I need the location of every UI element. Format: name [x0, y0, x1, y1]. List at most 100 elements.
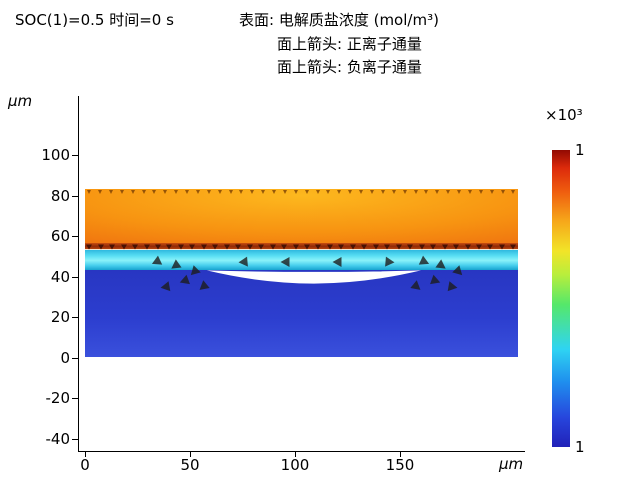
flux-arrow-icon [166, 244, 173, 250]
flux-arrow-icon [315, 244, 322, 250]
flux-arrow-icon [348, 189, 353, 194]
flux-arrow-icon [212, 244, 219, 250]
flux-arrow-icon [237, 256, 248, 268]
flux-arrow-icon [467, 189, 472, 194]
flux-arrow-icon [349, 244, 356, 250]
flux-arrow-icon [141, 189, 146, 194]
flux-arrow-icon [407, 244, 414, 250]
flux-arrow-icon [500, 189, 505, 194]
flux-arrow-icon [370, 189, 374, 194]
flux-arrow-icon [228, 189, 233, 194]
flux-arrow-icon [315, 189, 320, 194]
flux-arrow-icon [478, 189, 483, 194]
colorbar-gradient [552, 150, 570, 447]
flux-arrow-icon [430, 244, 437, 250]
flux-arrow-icon [429, 274, 442, 287]
flux-arrow-icon [402, 189, 407, 194]
flux-arrow-icon [185, 189, 190, 194]
flux-arrow-icon [280, 257, 289, 268]
flux-arrow-icon [261, 189, 266, 194]
flux-arrow-icon [86, 244, 93, 250]
flux-arrow-icon [487, 244, 494, 250]
flux-arrow-icon [174, 189, 179, 194]
flux-arrow-icon [281, 244, 288, 250]
y-tick-label: -20 [45, 389, 71, 407]
flux-arrow-icon [359, 189, 364, 194]
region-separator [85, 250, 518, 271]
flux-arrow-icon [380, 189, 385, 194]
void-lens-shape [206, 270, 421, 284]
y-tick-label: -40 [45, 429, 71, 448]
flux-arrow-icon [177, 244, 184, 250]
flux-arrow-icon [98, 189, 103, 194]
flux-arrow-icon [418, 255, 432, 269]
flux-arrow-icon [464, 244, 471, 250]
flux-arrow-icon [338, 244, 345, 250]
flux-arrow-icon [250, 189, 255, 194]
flux-arrow-icon [189, 244, 196, 250]
flux-arrow-icon [435, 259, 449, 274]
flux-arrow-icon [476, 244, 482, 250]
colorbar-exponent-label: ×10³ [545, 106, 583, 124]
x-tick-label: 0 [80, 456, 90, 474]
flux-arrow-icon [410, 279, 424, 294]
flux-arrow-icon [150, 255, 163, 269]
flux-arrow-icon [326, 244, 333, 250]
flux-arrow-icon [457, 189, 461, 194]
x-axis-unit-label: μm [499, 455, 524, 473]
flux-arrow-icon [200, 244, 207, 250]
region-positive-electrode [85, 189, 518, 244]
y-tick-label: 40 [50, 267, 70, 286]
flux-arrow-icon [109, 244, 116, 250]
flux-arrow-icon [326, 189, 331, 194]
flux-arrow-icon [337, 189, 342, 194]
flux-arrow-icon [391, 189, 396, 194]
flux-arrow-icon [159, 280, 171, 293]
flux-arrow-icon [395, 244, 402, 250]
region-gap-line [85, 248, 518, 251]
flux-arrow-icon [413, 189, 418, 194]
flux-arrow-icon [489, 189, 494, 194]
flux-arrow-icon [272, 189, 277, 194]
flux-arrow-icon [195, 279, 210, 294]
flux-arrow-icon [304, 244, 311, 250]
flux-arrow-icon [130, 189, 135, 194]
y-axis-line [78, 96, 79, 452]
region-negative-electrode [85, 270, 518, 358]
colorbar-max-label: 1 [575, 141, 585, 159]
flux-arrow-icon [510, 244, 517, 250]
y-tick-label: 0 [60, 348, 70, 367]
flux-arrow-icon [87, 189, 92, 194]
flux-arrow-icon [292, 244, 299, 250]
flux-arrow-icon [446, 189, 451, 194]
flux-arrow-icon [511, 189, 516, 194]
flux-arrow-icon [187, 265, 201, 280]
flux-arrow-icon [332, 257, 342, 268]
flux-arrow-icon [441, 244, 448, 250]
y-tick-label: 100 [41, 146, 70, 164]
flux-arrow-icon [120, 244, 127, 250]
x-tick-label: 100 [280, 456, 310, 474]
flux-arrow-icon [143, 244, 150, 250]
flux-arrow-icon [217, 189, 222, 194]
flux-arrow-icon [282, 189, 287, 194]
flux-arrow-icon [418, 244, 425, 250]
flux-arrow-icon [97, 244, 104, 250]
x-axis-line [78, 451, 525, 452]
flux-arrow-icon [384, 256, 395, 268]
flux-arrow-icon [384, 244, 391, 250]
plot-arrow-annotation-2: 面上箭头: 负离子通量 [277, 58, 422, 76]
y-tick-label: 60 [50, 227, 70, 245]
flux-arrow-icon [168, 259, 182, 274]
flux-arrow-icon [293, 189, 298, 194]
flux-arrow-icon [206, 189, 211, 194]
flux-arrow-icon [246, 244, 253, 250]
flux-arrow-icon [453, 244, 460, 250]
y-tick-label: 20 [50, 308, 70, 326]
flux-arrow-icon [372, 244, 379, 250]
flux-arrow-icon [119, 189, 124, 194]
x-tick-label: 50 [180, 456, 200, 474]
x-tick-label: 150 [385, 456, 415, 474]
flux-arrow-icon [269, 244, 276, 250]
